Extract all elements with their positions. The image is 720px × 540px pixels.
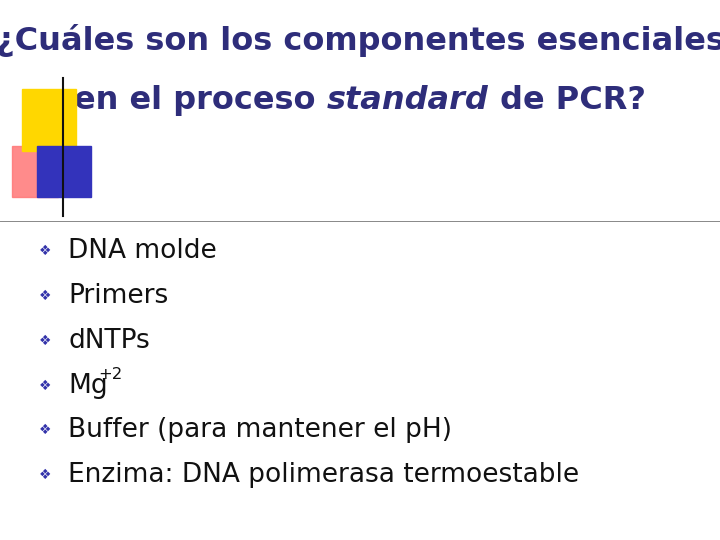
Text: Mg: Mg bbox=[68, 373, 108, 399]
Text: en el proceso: en el proceso bbox=[74, 85, 327, 116]
Text: ¿Cuáles son los componentes esenciales: ¿Cuáles son los componentes esenciales bbox=[0, 24, 720, 57]
Text: ❖: ❖ bbox=[38, 423, 51, 437]
Text: ❖: ❖ bbox=[38, 468, 51, 482]
Text: Buffer (para mantener el pH): Buffer (para mantener el pH) bbox=[68, 417, 452, 443]
Text: +2: +2 bbox=[99, 367, 123, 382]
Bar bbox=[12, 146, 58, 197]
Text: ❖: ❖ bbox=[38, 379, 51, 393]
Text: Primers: Primers bbox=[68, 283, 168, 309]
Bar bbox=[22, 89, 76, 151]
Text: de PCR?: de PCR? bbox=[489, 85, 646, 116]
Text: ❖: ❖ bbox=[38, 289, 51, 303]
Text: DNA molde: DNA molde bbox=[68, 238, 217, 264]
Text: dNTPs: dNTPs bbox=[68, 328, 150, 354]
Text: standard: standard bbox=[327, 85, 489, 116]
Text: ❖: ❖ bbox=[38, 244, 51, 258]
Bar bbox=[37, 146, 91, 197]
Text: Enzima: DNA polimerasa termoestable: Enzima: DNA polimerasa termoestable bbox=[68, 462, 580, 488]
Text: ❖: ❖ bbox=[38, 334, 51, 348]
